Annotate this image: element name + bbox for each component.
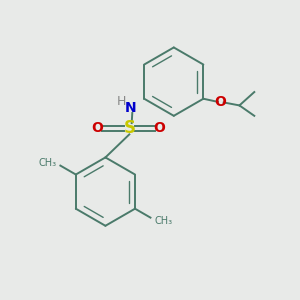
Text: S: S (123, 119, 135, 137)
Text: CH₃: CH₃ (39, 158, 57, 168)
Text: CH₃: CH₃ (154, 216, 172, 226)
Text: O: O (92, 122, 104, 136)
Text: O: O (154, 122, 166, 136)
Text: H: H (117, 95, 126, 108)
Text: N: N (125, 100, 136, 115)
Text: O: O (214, 95, 226, 110)
